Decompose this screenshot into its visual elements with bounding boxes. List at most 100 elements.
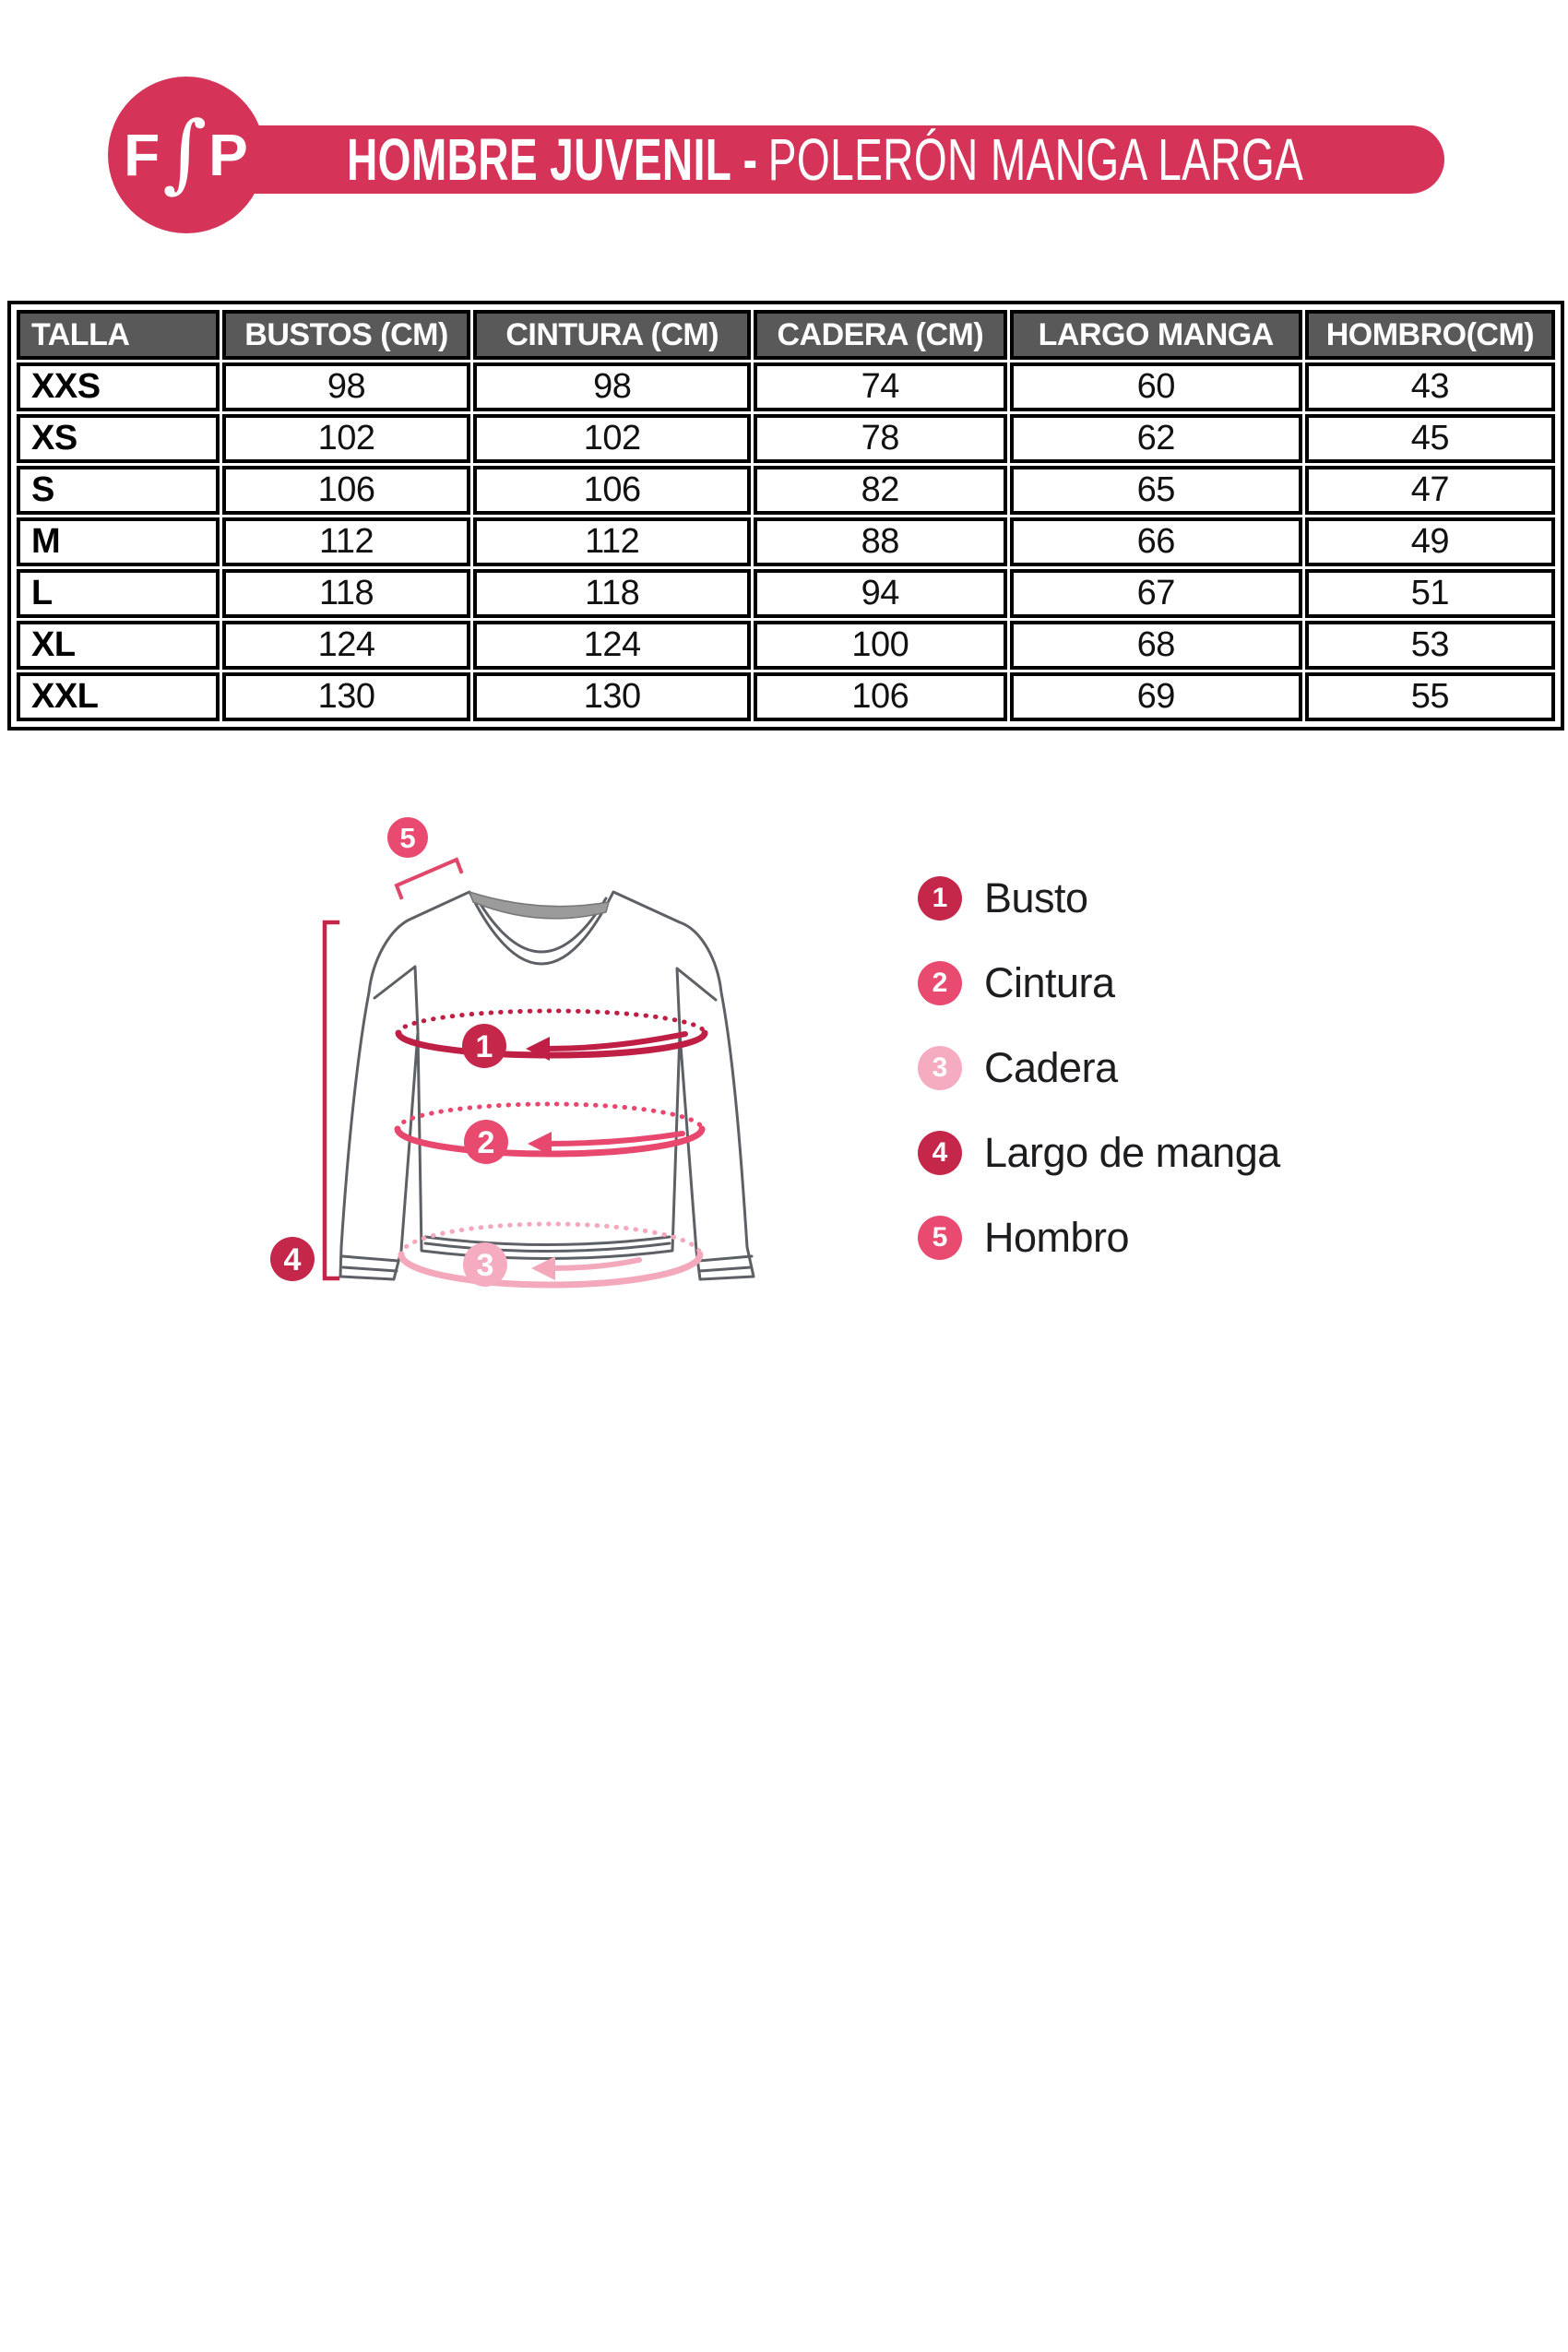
measurement-diagram: 1 2 3 4 5: [270, 817, 755, 1289]
badge-1-number: 1: [476, 1029, 493, 1064]
legend-badge-4: 4: [918, 1131, 962, 1175]
legend-item-cintura: 2 Cintura: [918, 941, 1280, 1026]
logo-letter-f: F: [124, 122, 161, 188]
legend-label-largo-de-manga: Largo de manga: [984, 1129, 1280, 1176]
legend-label-busto: Busto: [984, 874, 1088, 921]
hem-stitch-lines: [423, 1235, 671, 1253]
measure-value-cell: 43: [1304, 362, 1555, 411]
measurement-legend: 1 Busto 2 Cintura 3 Cadera 4 Largo de ma…: [918, 856, 1280, 1280]
badge-5-number: 5: [399, 822, 415, 854]
neckline-inner-rib: [475, 897, 608, 954]
legend-badge-3: 3: [918, 1046, 962, 1090]
measure-value-cell: 112: [473, 517, 752, 566]
right-cuff-seams: [696, 1254, 754, 1273]
measure-value-cell: 67: [1009, 569, 1302, 618]
measure-value-cell: 45: [1304, 414, 1555, 463]
measure-value-cell: 55: [1304, 672, 1555, 721]
legend-label-cintura: Cintura: [984, 959, 1115, 1006]
measure-value-cell: 62: [1009, 414, 1302, 463]
legend-label-cadera: Cadera: [984, 1044, 1118, 1091]
measure-value-cell: 106: [221, 466, 471, 515]
collar-band: [469, 891, 610, 920]
measure-value-cell: 100: [754, 621, 1007, 670]
title-banner: HOMBRE JUVENIL - POLERÓN MANGA LARGA: [175, 125, 1444, 194]
measure-value-cell: 102: [221, 414, 471, 463]
left-cuff-seams: [340, 1254, 400, 1273]
size-label-cell: S: [17, 466, 220, 515]
badge-2-number: 2: [478, 1125, 495, 1160]
title-segment-regular: POLERÓN MANGA LARGA: [767, 126, 1304, 193]
measure-value-cell: 65: [1009, 466, 1302, 515]
legend-label-hombro: Hombro: [984, 1214, 1130, 1261]
left-shoulder-seam: [373, 965, 420, 1033]
legend-badge-1: 1: [918, 876, 962, 921]
measure-value-cell: 98: [473, 362, 752, 411]
measure-value-cell: 130: [221, 672, 471, 721]
table-row: M 112 112 88 66 49: [17, 517, 1555, 566]
column-header-hombro: HOMBRO(CM): [1304, 310, 1555, 360]
hip-measure-ellipse: [398, 1221, 704, 1289]
diagram-badges: 1 2 3 4 5: [270, 817, 508, 1287]
badge-5-shoulder: [387, 817, 428, 858]
bust-arrowhead: [526, 1037, 550, 1061]
right-shoulder-seam: [675, 967, 718, 1033]
size-label-cell: XS: [17, 414, 220, 463]
shoulder-bracket: [394, 857, 464, 900]
size-table: TALLA BUSTOS (CM) CINTURA (CM) CADERA (C…: [14, 307, 1558, 724]
sleeve-length-line: [322, 920, 340, 1281]
legend-item-cadera: 3 Cadera: [918, 1026, 1280, 1111]
waist-measure-ellipse: [394, 1101, 706, 1158]
legend-item-hombro: 5 Hombro: [918, 1195, 1280, 1280]
size-label-cell: L: [17, 569, 220, 618]
badge-4-number: 4: [284, 1242, 302, 1277]
measure-value-cell: 88: [754, 517, 1007, 566]
brand-logo: F ∫ P: [108, 77, 265, 233]
waist-arrowhead: [528, 1132, 552, 1156]
table-row: XS 102 102 78 62 45: [17, 414, 1555, 463]
measure-value-cell: 82: [754, 466, 1007, 515]
measure-value-cell: 102: [473, 414, 752, 463]
measure-value-cell: 106: [473, 466, 752, 515]
size-table-wrapper: TALLA BUSTOS (CM) CINTURA (CM) CADERA (C…: [7, 301, 1564, 731]
bust-measure-ellipse: [395, 1008, 708, 1061]
badge-3-hip: [463, 1242, 507, 1287]
table-header-row: TALLA BUSTOS (CM) CINTURA (CM) CADERA (C…: [17, 310, 1555, 360]
measure-value-cell: 49: [1304, 517, 1555, 566]
hip-arrowhead: [531, 1256, 555, 1280]
badge-2-waist: [464, 1120, 508, 1164]
table-row: L 118 118 94 67 51: [17, 569, 1555, 618]
badge-1-bust: [462, 1024, 506, 1068]
column-header-bustos: BUSTOS (CM): [221, 310, 471, 360]
measure-value-cell: 98: [221, 362, 471, 411]
measure-value-cell: 94: [754, 569, 1007, 618]
legend-badge-5: 5: [918, 1216, 962, 1260]
title-segment-bold: HOMBRE JUVENIL -: [347, 126, 758, 193]
measure-value-cell: 118: [473, 569, 752, 618]
measure-value-cell: 124: [473, 621, 752, 670]
table-row: XXL 130 130 106 69 55: [17, 672, 1555, 721]
badge-3-number: 3: [477, 1248, 494, 1283]
measure-value-cell: 60: [1009, 362, 1302, 411]
shirt-illustration: [339, 890, 755, 1281]
logo-letter-p: P: [208, 122, 249, 188]
measure-value-cell: 68: [1009, 621, 1302, 670]
column-header-cintura: CINTURA (CM): [473, 310, 752, 360]
size-label-cell: XXS: [17, 362, 220, 411]
size-label-cell: XL: [17, 621, 220, 670]
size-table-body: XXS 98 98 74 60 43 XS 102 102 78 62 45 S 106 106 82 65 47…: [17, 362, 1555, 721]
column-header-cadera: CADERA (CM): [754, 310, 1007, 360]
measure-value-cell: 66: [1009, 517, 1302, 566]
measure-value-cell: 130: [473, 672, 752, 721]
measure-value-cell: 112: [221, 517, 471, 566]
size-label-cell: XXL: [17, 672, 220, 721]
legend-item-busto: 1 Busto: [918, 856, 1280, 941]
measure-value-cell: 51: [1304, 569, 1555, 618]
shirt-body-outline: [339, 890, 755, 1281]
measure-value-cell: 74: [754, 362, 1007, 411]
column-header-talla: TALLA: [17, 310, 220, 360]
legend-badge-2: 2: [918, 961, 962, 1005]
size-label-cell: M: [17, 517, 220, 566]
measure-value-cell: 78: [754, 414, 1007, 463]
legend-item-largo-de-manga: 4 Largo de manga: [918, 1111, 1280, 1195]
